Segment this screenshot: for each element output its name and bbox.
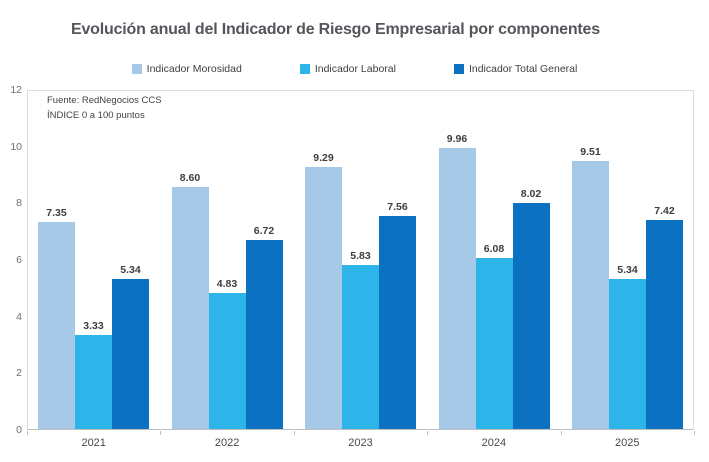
x-category-label: 2024 xyxy=(481,437,507,449)
y-axis: 0 2 4 6 8 10 12 xyxy=(0,84,22,436)
bar-value-label: 9.29 xyxy=(313,152,334,165)
x-tick xyxy=(293,431,295,435)
bar: 9.29 xyxy=(305,152,342,429)
x-tick xyxy=(27,431,28,435)
bar-value-label: 6.08 xyxy=(483,242,505,255)
legend-label: Indicador Total General xyxy=(468,63,578,75)
bar-value-label: 5.34 xyxy=(617,263,638,276)
bar: 3.33 xyxy=(75,320,112,429)
legend-item: Indicador Laboral xyxy=(299,63,396,75)
bar-value-label: 5.34 xyxy=(120,263,141,276)
bar: 5.83 xyxy=(342,250,379,429)
source-note: Fuente: RedNegocios CCS ÍNDICE 0 a 100 p… xyxy=(47,95,162,121)
bar-group-2024: 9.96 6.08 8.02 xyxy=(438,91,550,429)
bar: 6.72 xyxy=(245,225,283,429)
legend-label: Indicador Morosidad xyxy=(146,63,242,75)
legend: Indicador Morosidad Indicador Laboral Indi… xyxy=(0,63,709,75)
y-tick-label: 10 xyxy=(10,140,22,153)
bar: 8.60 xyxy=(171,172,209,429)
bar-value-label: 7.56 xyxy=(387,201,408,214)
legend-item: Indicador Morosidad xyxy=(131,63,242,75)
bar-value-label: 8.60 xyxy=(179,171,201,184)
bar-value-label: 9.96 xyxy=(446,133,468,146)
bar-value-label: 6.72 xyxy=(253,224,275,237)
x-tick xyxy=(427,431,429,435)
y-tick-label: 8 xyxy=(16,197,22,210)
bar: 4.83 xyxy=(208,278,246,429)
bar-value-label: 7.35 xyxy=(46,206,67,219)
bar: 5.34 xyxy=(112,264,149,429)
legend-swatch-icon xyxy=(131,64,142,74)
legend-item: Indicador Total General xyxy=(453,63,578,75)
chart-title: Evolución anual del Indicador de Riesgo … xyxy=(71,21,600,38)
plot-area: Fuente: RedNegocios CCS ÍNDICE 0 a 100 p… xyxy=(27,90,694,430)
y-tick-label: 4 xyxy=(16,310,22,323)
y-tick-label: 0 xyxy=(16,424,22,436)
x-category-label: 2021 xyxy=(81,437,106,449)
bar: 8.02 xyxy=(512,188,550,429)
bar-group-2022: 8.60 4.83 6.72 xyxy=(171,91,283,429)
bar-group-2023: 9.29 5.83 7.56 xyxy=(305,91,416,429)
x-tick xyxy=(694,431,695,435)
x-tick xyxy=(160,431,162,435)
y-tick-label: 2 xyxy=(16,367,22,380)
bar-value-label: 4.83 xyxy=(216,277,238,290)
x-axis: 2021 2022 2023 2024 2025 xyxy=(27,431,695,455)
x-category-label: 2022 xyxy=(214,437,240,449)
bar-group-2021: 7.35 3.33 5.34 xyxy=(38,91,149,429)
legend-swatch-icon xyxy=(453,64,464,74)
bar-value-label: 7.42 xyxy=(654,205,675,218)
y-tick-label: 6 xyxy=(16,254,22,266)
bar-value-label: 3.33 xyxy=(83,320,104,333)
bar-value-label: 9.51 xyxy=(580,146,601,159)
bar-value-label: 8.02 xyxy=(520,188,542,201)
bar: 7.56 xyxy=(379,201,416,429)
bar: 5.34 xyxy=(609,264,646,429)
bar: 9.51 xyxy=(572,146,609,429)
bar: 7.35 xyxy=(38,207,75,429)
y-tick-label: 12 xyxy=(10,84,22,96)
bar: 9.96 xyxy=(438,133,476,429)
bar: 7.42 xyxy=(646,205,683,429)
x-category-label: 2025 xyxy=(615,437,640,449)
legend-label: Indicador Laboral xyxy=(314,63,396,75)
x-category-label: 2023 xyxy=(348,437,373,449)
bar-value-label: 5.83 xyxy=(350,249,371,262)
x-tick xyxy=(560,431,562,435)
bar-group-2025: 9.51 5.34 7.42 xyxy=(572,91,683,429)
bar: 6.08 xyxy=(475,243,513,429)
legend-swatch-icon xyxy=(299,64,310,74)
